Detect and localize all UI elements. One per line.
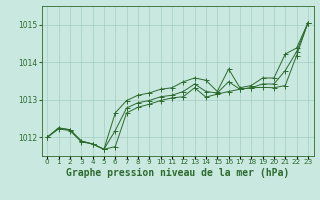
X-axis label: Graphe pression niveau de la mer (hPa): Graphe pression niveau de la mer (hPa) [66,168,289,178]
